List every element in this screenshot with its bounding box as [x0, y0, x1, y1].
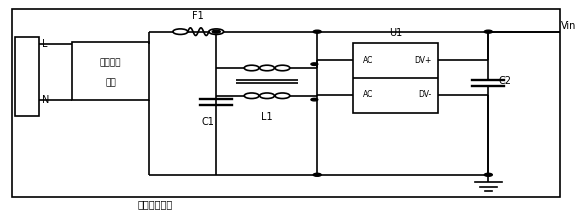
- Circle shape: [173, 29, 188, 34]
- Circle shape: [259, 65, 274, 71]
- Text: N: N: [42, 95, 50, 105]
- Text: AC: AC: [364, 90, 374, 99]
- Text: DV-: DV-: [419, 90, 432, 99]
- Circle shape: [313, 30, 321, 33]
- Bar: [72, 42, 149, 100]
- Circle shape: [244, 93, 259, 98]
- Text: 光器: 光器: [105, 78, 116, 87]
- Text: C2: C2: [499, 76, 512, 86]
- Circle shape: [275, 65, 290, 71]
- Bar: [12, 9, 559, 197]
- Text: L1: L1: [261, 112, 273, 122]
- Text: C1: C1: [201, 117, 214, 127]
- Bar: [15, 37, 39, 116]
- Circle shape: [209, 29, 223, 34]
- Text: DV+: DV+: [415, 56, 432, 64]
- Bar: [353, 43, 438, 113]
- Text: 整流滤波电路: 整流滤波电路: [137, 199, 173, 209]
- Text: U1: U1: [389, 28, 402, 38]
- Circle shape: [484, 30, 492, 33]
- Circle shape: [275, 93, 290, 98]
- Circle shape: [311, 63, 318, 65]
- Circle shape: [212, 30, 220, 33]
- Circle shape: [484, 173, 492, 176]
- Circle shape: [244, 65, 259, 71]
- Text: L: L: [42, 40, 48, 49]
- Text: F1: F1: [192, 11, 203, 21]
- Circle shape: [259, 93, 274, 98]
- Circle shape: [311, 98, 318, 101]
- Text: 可控硅调: 可控硅调: [100, 58, 121, 67]
- Circle shape: [313, 173, 321, 176]
- Text: Vin: Vin: [560, 21, 576, 31]
- Text: AC: AC: [364, 56, 374, 64]
